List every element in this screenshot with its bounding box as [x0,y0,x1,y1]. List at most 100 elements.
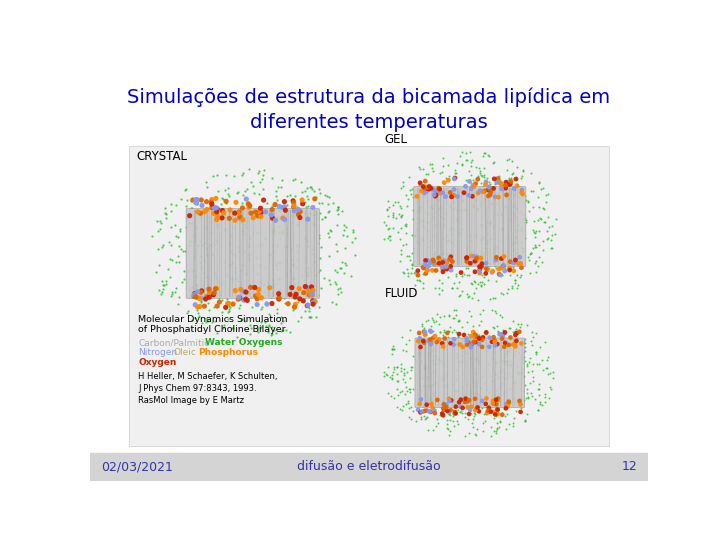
Point [214,287,225,295]
Point [254,284,266,292]
Point [403,403,415,412]
Point [493,256,505,265]
Point [482,261,494,270]
Point [469,377,481,386]
Point [199,284,211,293]
Point [511,362,523,371]
Point [513,221,524,230]
Text: 02/03/2021: 02/03/2021 [101,460,173,473]
Point [298,294,310,303]
Point [422,242,433,251]
Point [205,198,217,206]
Point [450,269,462,278]
Point [478,273,490,281]
Point [474,331,485,340]
Point [419,328,431,336]
Point [451,417,463,426]
Point [491,242,503,251]
Point [444,416,455,424]
Point [433,335,444,343]
Point [215,291,226,299]
Point [272,183,284,191]
Point [216,213,228,222]
Point [455,407,467,415]
Point [447,314,459,322]
Point [269,247,280,255]
Point [263,309,274,318]
Point [449,325,460,334]
Point [202,292,213,301]
Point [418,411,430,420]
Point [428,381,439,390]
Point [415,205,426,214]
Point [276,317,288,326]
Point [262,285,274,293]
Point [395,249,406,258]
Point [430,187,441,196]
Point [418,189,430,198]
Point [412,215,423,224]
Point [489,338,500,347]
Point [427,367,438,376]
Point [489,261,500,270]
Point [521,321,533,329]
Point [392,390,403,399]
Point [540,364,552,373]
Point [341,232,353,240]
Point [482,186,494,194]
Point [424,160,436,168]
Point [490,369,501,378]
Point [495,366,506,374]
Point [422,218,433,227]
Point [533,215,544,224]
Point [477,372,488,381]
Point [509,347,521,355]
Point [476,396,487,405]
Point [332,210,343,218]
Point [189,230,201,239]
Point [492,392,503,400]
Point [492,328,504,336]
Point [438,213,449,222]
Point [212,212,223,220]
Point [275,326,287,335]
Point [411,271,423,279]
Point [501,191,513,199]
Point [449,174,461,183]
Point [474,198,485,207]
Point [446,266,457,274]
Point [179,246,191,255]
Point [462,318,473,326]
Point [508,263,519,272]
Point [429,409,441,417]
Point [405,363,417,372]
Point [325,280,336,288]
Point [452,419,464,428]
Point [497,332,508,341]
Point [523,197,534,206]
Point [246,293,257,301]
Point [297,296,309,305]
Point [413,406,424,414]
Point [482,151,494,159]
Point [238,296,250,305]
Point [464,259,476,268]
Point [443,408,454,416]
Point [494,417,505,426]
Point [304,313,315,322]
Point [444,174,455,183]
Point [191,280,202,289]
Point [346,272,357,281]
Point [254,323,266,332]
Point [539,397,551,406]
Point [191,306,202,314]
Point [273,292,284,301]
Point [169,288,181,297]
Point [414,165,426,173]
Point [449,408,461,416]
Point [437,265,449,273]
Point [464,248,475,256]
Point [528,202,539,211]
Point [334,284,346,293]
Point [422,170,433,178]
